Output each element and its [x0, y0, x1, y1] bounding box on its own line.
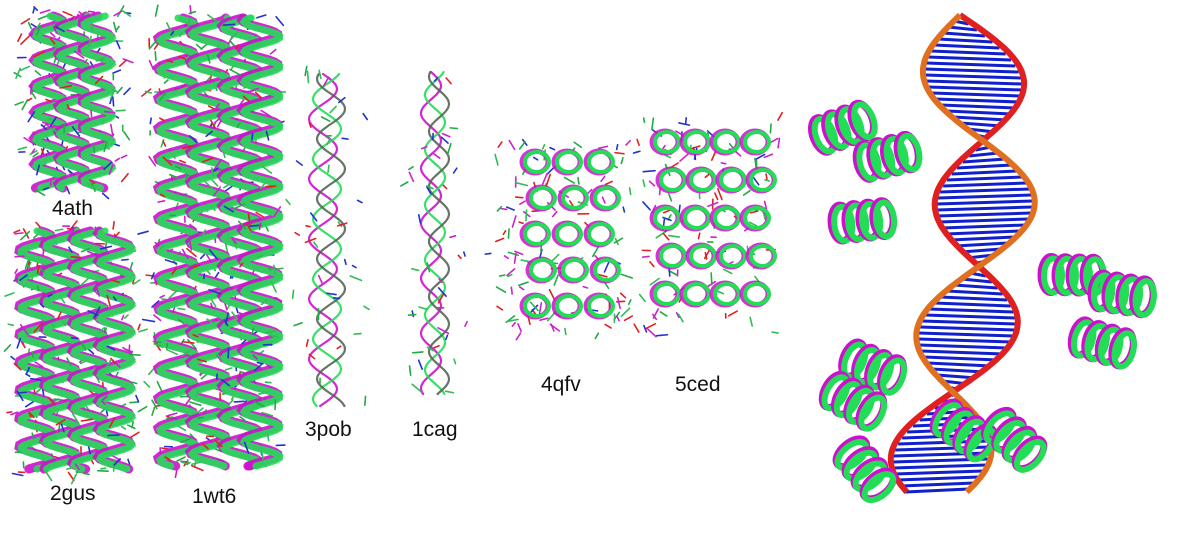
structure-2gus [3, 220, 149, 485]
label-4qfv: 4qfv [541, 373, 581, 396]
structure-4ath [13, 5, 134, 200]
helix-bundle-1wt6 [141, 4, 286, 479]
label-1cag: 1cag [412, 418, 458, 441]
helix-bundle-2gus [3, 220, 149, 485]
label-4ath: 4ath [52, 197, 93, 220]
triple-helix-3pob [279, 65, 370, 408]
label-2gus: 2gus [50, 482, 96, 505]
structure-3pob [279, 65, 370, 410]
structure-1wt6 [141, 4, 286, 479]
label-1wt6: 1wt6 [192, 485, 237, 508]
structure-1cag [400, 68, 468, 398]
structure-5ced [632, 111, 784, 338]
helix-array-4qfv [484, 138, 634, 341]
label-5ced: 5ced [675, 373, 721, 396]
triple-helix-1cag [400, 70, 468, 396]
protein-dna-complex-render [808, 12, 1157, 504]
structure-4qfv [484, 138, 634, 341]
helix-array-5ced [632, 111, 784, 338]
helix-bundle-4ath [13, 5, 134, 200]
protein-dna-complex [800, 12, 1175, 505]
label-3pob: 3pob [305, 418, 352, 441]
